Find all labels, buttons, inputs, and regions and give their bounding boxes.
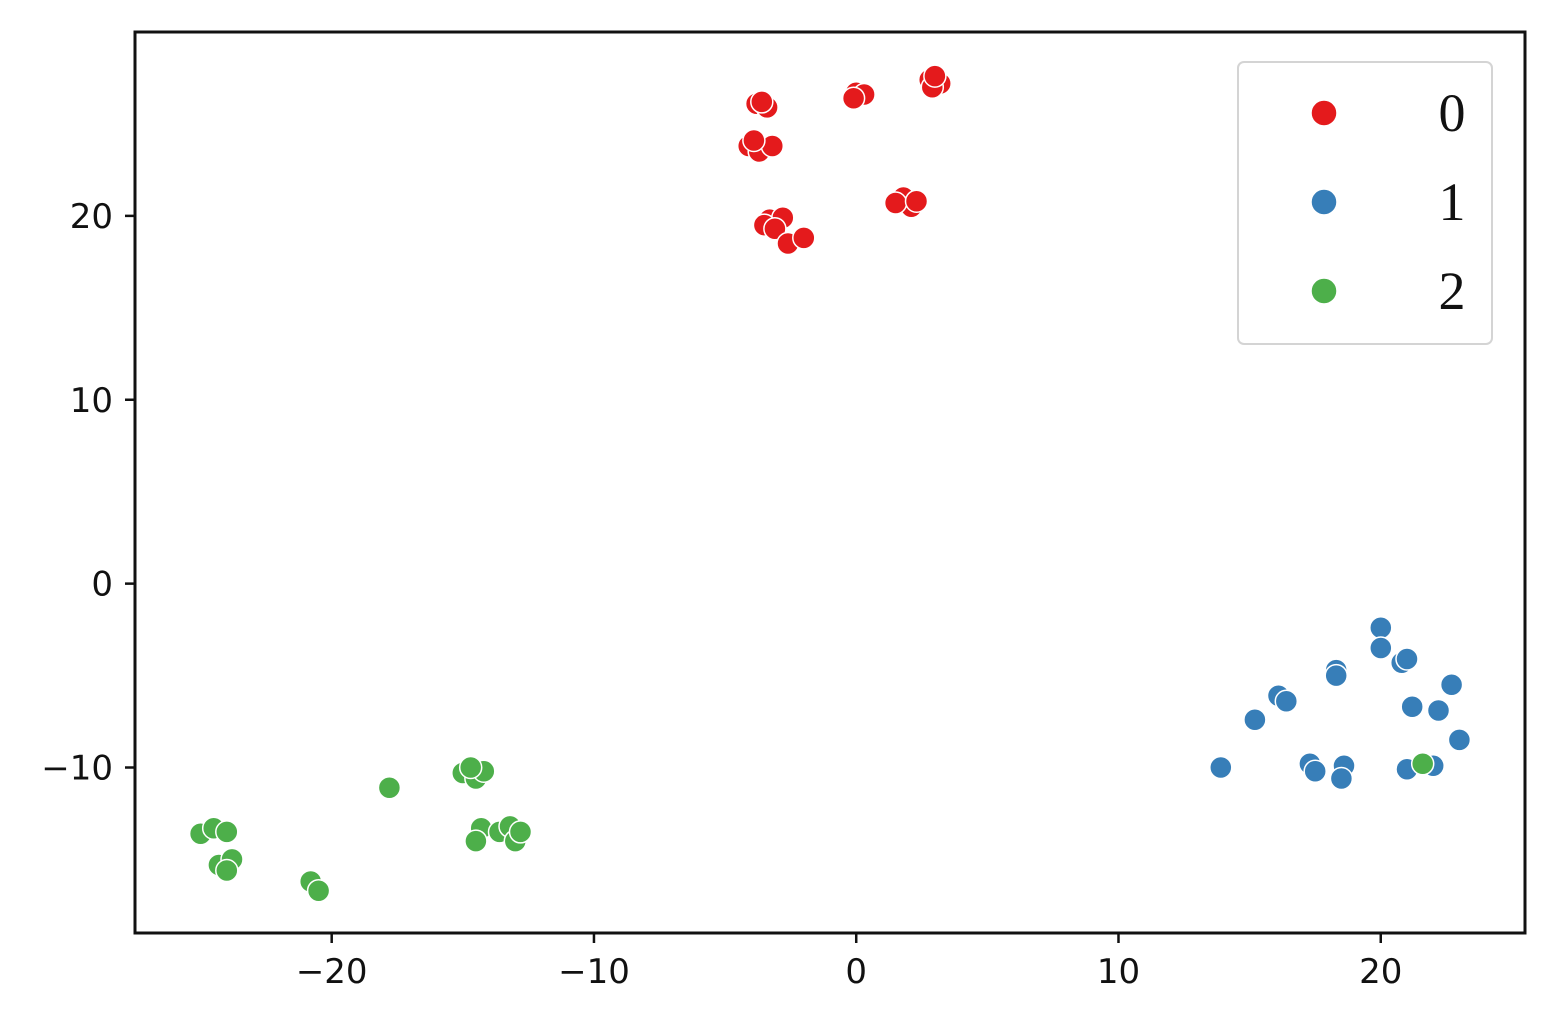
points-layer <box>188 64 1472 903</box>
series-0-point-23 <box>904 189 929 213</box>
legend-label-2: 2 <box>1439 261 1466 321</box>
series-2-point-12 <box>458 755 483 780</box>
series-1-point-5 <box>1324 663 1348 688</box>
series-0-point-19 <box>792 226 816 250</box>
series-1-point-3 <box>1395 647 1419 671</box>
y-axis: −10 0 10 20 <box>41 197 135 789</box>
series-2-point-2 <box>215 820 239 844</box>
legend-entries: 0 1 2 <box>1310 83 1466 321</box>
x-tick-label-2: 0 <box>845 952 867 992</box>
series-1-point-10 <box>1426 698 1451 723</box>
y-tick-label-2: 10 <box>70 381 113 421</box>
series-1-point-15 <box>1303 759 1327 783</box>
plot-frame <box>133 30 1527 935</box>
x-tick-label-0: −20 <box>296 952 368 992</box>
series-1-point-6 <box>1439 673 1464 697</box>
legend-label-0: 0 <box>1439 83 1466 143</box>
series-2-point-7 <box>306 878 331 903</box>
x-axis: −20 −10 0 10 20 <box>296 933 1402 992</box>
series-2-point-18 <box>508 820 533 844</box>
series-0-point-22 <box>883 191 908 215</box>
legend-label-1: 1 <box>1439 172 1466 232</box>
y-tick-label-3: 20 <box>70 197 113 237</box>
y-tick-label-0: −10 <box>41 749 113 789</box>
series-0-point-9 <box>841 86 866 110</box>
series-2-point-5 <box>215 858 239 883</box>
series-1-point-1 <box>1369 636 1393 660</box>
series-1-point-8 <box>1274 689 1299 714</box>
series-0-point-13 <box>923 64 947 88</box>
x-tick-label-4: 20 <box>1359 952 1402 992</box>
legend-marker-0 <box>1310 99 1338 127</box>
series-0-point-2 <box>750 90 774 114</box>
legend-marker-1 <box>1310 188 1338 216</box>
series-2-point-8 <box>377 775 402 800</box>
series-1-point-17 <box>1329 766 1354 791</box>
legend: 0 1 2 <box>1237 61 1493 345</box>
series-1-point-9 <box>1400 695 1424 719</box>
y-tick-label-1: 0 <box>91 565 113 605</box>
series-2-point-19 <box>1410 752 1435 776</box>
x-tick-label-1: −10 <box>558 952 630 992</box>
x-tick-label-3: 10 <box>1097 952 1140 992</box>
series-1-point-0 <box>1369 616 1393 640</box>
series-0-point-6 <box>742 128 766 153</box>
series-1-point-11 <box>1243 707 1267 732</box>
series-0-point-17 <box>763 216 787 241</box>
series-1-point-12 <box>1447 728 1472 752</box>
series-1-point-13 <box>1209 755 1233 780</box>
series-2-point-14 <box>464 829 488 853</box>
legend-marker-2 <box>1310 277 1338 305</box>
legend-box <box>1237 61 1493 345</box>
